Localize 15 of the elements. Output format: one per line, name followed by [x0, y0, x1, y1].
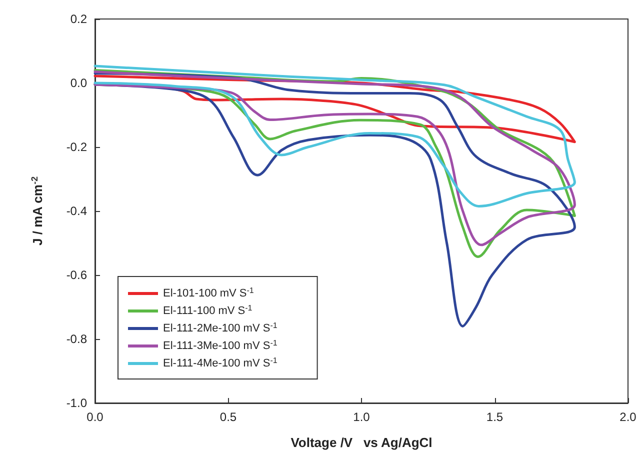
x-axis-title: Voltage /V vs Ag/AgCl — [290, 435, 432, 450]
y-tick-label: -0.4 — [66, 204, 88, 218]
y-tick-label: 0.0 — [70, 76, 88, 90]
y-tick-label: -0.8 — [66, 332, 88, 346]
y-tick-label: 0.2 — [70, 12, 88, 26]
x-tick-label: 2.0 — [620, 410, 637, 424]
x-tick-label: 0.5 — [220, 410, 237, 424]
x-tick-label: 0.0 — [86, 410, 104, 424]
x-tick-label: 1.0 — [353, 410, 370, 424]
y-tick-label: -0.6 — [66, 268, 88, 282]
x-tick-label: 1.5 — [486, 410, 504, 424]
y-axis-title: J / mA cm-2 — [30, 176, 45, 246]
line-series — [94, 64, 576, 208]
y-tick-label: -1.0 — [66, 396, 88, 410]
y-tick-label: -0.2 — [66, 140, 88, 154]
